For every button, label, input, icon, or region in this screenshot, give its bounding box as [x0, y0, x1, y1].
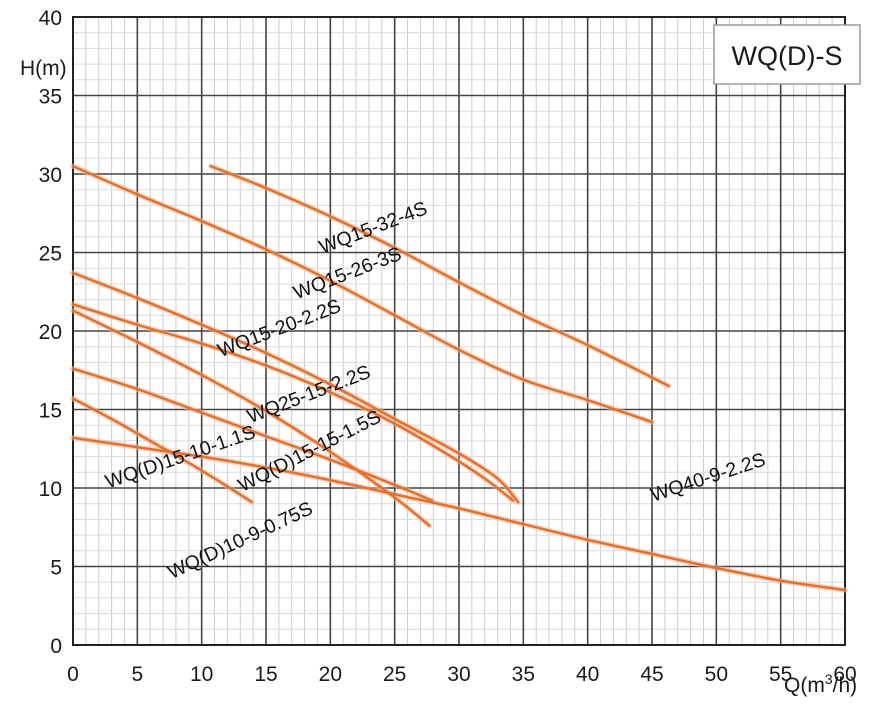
curve-wq-d-15-10-1-1s	[71, 367, 434, 502]
x-tick-0: 0	[67, 663, 79, 686]
chart-title: WQ(D)-S	[732, 41, 843, 71]
x-tick-60: 60	[833, 663, 856, 686]
y-tick-15: 15	[39, 400, 62, 423]
y-tick-5: 5	[50, 557, 62, 580]
x-axis-title-main: Q(m	[784, 674, 825, 697]
plot-frame	[72, 16, 846, 646]
title-box-border	[713, 24, 861, 85]
x-axis-tick-labels: 0 5 10 15 20 25 30 35 40 45 50 55 60	[67, 663, 857, 686]
curve-wq15-26-3s	[71, 164, 654, 424]
x-tick-15: 15	[254, 663, 277, 686]
x-tick-35: 35	[512, 663, 535, 686]
y-axis-tick-labels: 0 5 10 15 20 25 30 35 40	[39, 7, 62, 658]
y-tick-20: 20	[39, 321, 62, 344]
x-tick-20: 20	[319, 663, 342, 686]
y-tick-35: 35	[39, 86, 62, 109]
svg-text:Q(m3/h): Q(m3/h)	[784, 671, 857, 697]
x-tick-25: 25	[383, 663, 406, 686]
x-tick-40: 40	[576, 663, 599, 686]
y-tick-25: 25	[39, 243, 62, 266]
y-tick-0: 0	[50, 635, 62, 658]
curve-wq-d-15-15-1-5s	[71, 309, 431, 527]
x-tick-45: 45	[640, 663, 663, 686]
chart-title-box: WQ(D)-S	[713, 24, 861, 85]
x-tick-5: 5	[131, 663, 143, 686]
x-axis-title-superscript: 3	[825, 671, 833, 687]
x-tick-10: 10	[190, 663, 213, 686]
y-tick-30: 30	[39, 164, 62, 187]
y-tick-40: 40	[39, 7, 62, 30]
x-tick-55: 55	[769, 663, 792, 686]
y-tick-10: 10	[39, 478, 62, 501]
curve-wq40-9-2-2s	[71, 436, 847, 592]
x-tick-50: 50	[705, 663, 728, 686]
curve-wq15-32-4s	[209, 164, 670, 388]
curve-wq25-15-2-2s	[71, 303, 515, 502]
performance-curves	[71, 164, 847, 592]
x-axis-title: Q(m3/h)	[784, 671, 857, 697]
x-axis-title-tail: /h)	[833, 674, 858, 697]
y-axis-title: H(m)	[20, 57, 67, 80]
x-tick-30: 30	[447, 663, 470, 686]
curve-wq15-20-2-2s	[71, 271, 520, 504]
